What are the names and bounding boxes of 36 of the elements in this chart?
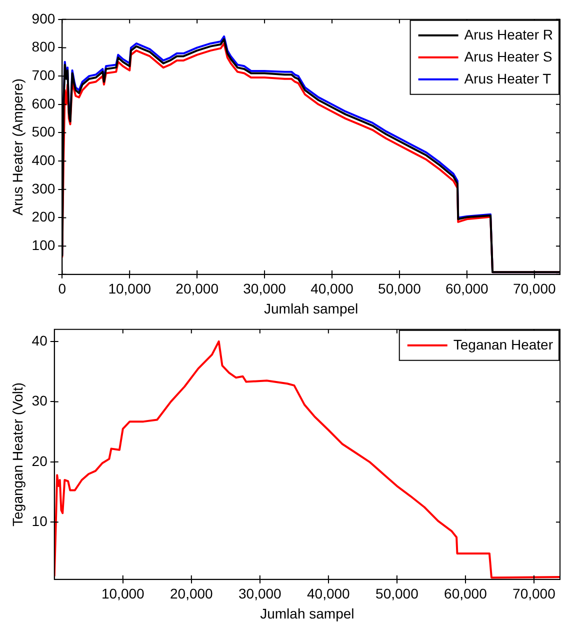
y-tick-label: 600 [32, 95, 56, 112]
y-axis-title: Arus Heater (Ampere) [9, 78, 26, 216]
x-tick-label: 10,000 [101, 586, 145, 602]
x-tick-label: 30,000 [243, 280, 286, 297]
x-tick-label: 30,000 [238, 586, 282, 602]
y-tick-label: 400 [32, 152, 56, 168]
x-tick-label: 40,000 [307, 586, 350, 602]
y-tick-label: 20 [32, 452, 48, 469]
legend-label: Arus Heater R [464, 26, 554, 42]
x-tick-label: 10,000 [108, 280, 152, 297]
x-tick-label: 50,000 [376, 586, 419, 602]
y-tick-label: 300 [32, 180, 56, 196]
x-tick-label: 20,000 [176, 280, 219, 297]
y-tick-label: 800 [32, 38, 56, 55]
x-tick-label: 0 [58, 280, 66, 297]
y-tick-label: 40 [32, 332, 48, 348]
y-tick-label: 10 [32, 513, 48, 530]
x-tick-label: 70,000 [512, 280, 556, 297]
y-tick-label: 700 [32, 66, 56, 83]
x-axis-title: Jumlah sampel [264, 300, 358, 316]
x-tick-label: 50,000 [378, 280, 422, 297]
y-tick-label: 900 [32, 10, 56, 26]
x-tick-label: 40,000 [310, 280, 354, 297]
y-tick-label: 200 [32, 208, 56, 225]
x-tick-label: 60,000 [445, 280, 489, 297]
x-axis-title: Jumlah sampel [260, 605, 354, 622]
legend-label: Arus Heater T [464, 70, 552, 86]
x-tick-label: 20,000 [170, 586, 214, 602]
y-tick-label: 500 [32, 124, 56, 140]
legend-label: Arus Heater S [464, 48, 552, 64]
y-tick-label: 100 [32, 236, 56, 253]
legend-label: Teganan Heater [453, 336, 554, 352]
x-tick-label: 70,000 [512, 586, 556, 602]
x-tick-label: 60,000 [444, 586, 488, 602]
y-tick-label: 30 [32, 392, 48, 409]
y-axis-title: Tegangan Heater (Volt) [9, 382, 26, 526]
